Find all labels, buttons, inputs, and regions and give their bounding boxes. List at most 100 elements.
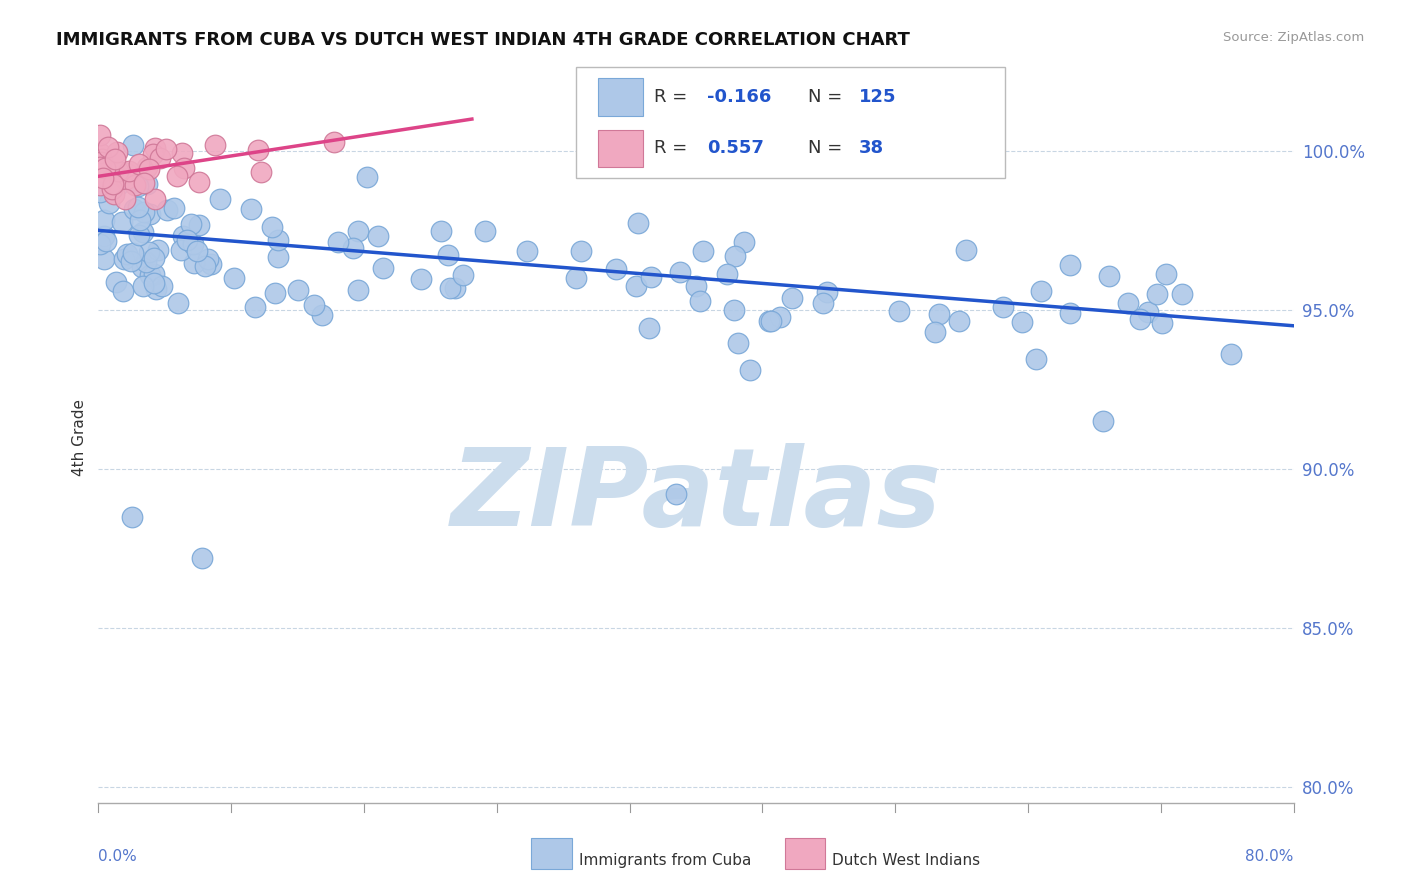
Point bbox=[122, 202, 145, 217]
Point bbox=[342, 242, 364, 256]
Point bbox=[93, 228, 115, 243]
Point bbox=[780, 291, 803, 305]
Point bbox=[139, 207, 162, 221]
Point bbox=[669, 264, 692, 278]
Point bbox=[346, 223, 368, 237]
Point bbox=[1059, 258, 1081, 272]
Point bbox=[1219, 347, 1241, 361]
Point bbox=[127, 178, 149, 193]
Text: 125: 125 bbox=[859, 88, 897, 106]
Point bbox=[724, 249, 747, 263]
Point bbox=[145, 282, 167, 296]
Point bbox=[665, 487, 688, 501]
Point bbox=[150, 279, 173, 293]
Point bbox=[115, 171, 138, 186]
Point bbox=[887, 304, 910, 318]
Point bbox=[723, 303, 745, 318]
Point bbox=[132, 225, 155, 239]
Point bbox=[197, 252, 219, 267]
Point bbox=[103, 177, 125, 191]
Point bbox=[129, 212, 152, 227]
Point bbox=[191, 550, 214, 565]
Point bbox=[246, 143, 269, 157]
Point bbox=[162, 202, 184, 216]
Point bbox=[89, 145, 111, 160]
Point bbox=[136, 161, 159, 175]
Point bbox=[155, 142, 177, 156]
Text: Source: ZipAtlas.com: Source: ZipAtlas.com bbox=[1223, 31, 1364, 45]
Point bbox=[738, 363, 761, 377]
Point bbox=[90, 153, 112, 167]
Point bbox=[224, 271, 246, 285]
Point bbox=[107, 163, 129, 178]
Point bbox=[1092, 414, 1115, 428]
Point bbox=[733, 235, 755, 250]
Point bbox=[142, 267, 165, 281]
Point bbox=[260, 219, 283, 234]
Point bbox=[105, 145, 128, 159]
Point bbox=[118, 163, 141, 178]
Point bbox=[948, 314, 970, 328]
Text: 0.0%: 0.0% bbox=[98, 849, 138, 863]
Point bbox=[605, 261, 627, 276]
Point bbox=[183, 256, 205, 270]
Point bbox=[264, 285, 287, 300]
Point bbox=[811, 296, 834, 310]
Point bbox=[166, 169, 188, 183]
Point bbox=[122, 245, 145, 260]
Text: R =: R = bbox=[654, 88, 688, 106]
Point bbox=[685, 279, 707, 293]
Point bbox=[624, 278, 647, 293]
Point bbox=[266, 234, 288, 248]
Point bbox=[430, 224, 453, 238]
Point bbox=[128, 157, 150, 171]
Point bbox=[111, 214, 134, 228]
Text: R =: R = bbox=[654, 139, 688, 157]
Point bbox=[93, 213, 115, 227]
Point bbox=[97, 140, 120, 154]
Point bbox=[1171, 287, 1194, 301]
Point bbox=[134, 204, 156, 219]
Point bbox=[142, 251, 165, 265]
Point bbox=[138, 244, 160, 259]
Point bbox=[117, 166, 139, 180]
Point bbox=[94, 234, 117, 248]
Point bbox=[128, 228, 150, 243]
Text: N =: N = bbox=[808, 139, 842, 157]
Point bbox=[89, 178, 111, 192]
Text: ZIPatlas: ZIPatlas bbox=[450, 442, 942, 549]
Point bbox=[115, 247, 138, 261]
Point bbox=[928, 307, 950, 321]
Point bbox=[758, 314, 780, 328]
Point bbox=[148, 151, 170, 165]
Point bbox=[287, 283, 309, 297]
Point bbox=[143, 141, 166, 155]
Point bbox=[94, 161, 117, 175]
Point bbox=[209, 192, 232, 206]
Point bbox=[640, 270, 662, 285]
Point bbox=[924, 325, 946, 339]
Point bbox=[565, 271, 588, 285]
Point bbox=[1129, 312, 1152, 326]
Point bbox=[146, 243, 169, 257]
Point bbox=[727, 336, 749, 351]
Point bbox=[993, 300, 1015, 314]
Point bbox=[267, 250, 290, 264]
Point bbox=[689, 294, 711, 309]
Point bbox=[204, 138, 226, 153]
Y-axis label: 4th Grade: 4th Grade bbox=[72, 399, 87, 475]
Point bbox=[135, 177, 157, 191]
Point bbox=[107, 178, 129, 192]
Point bbox=[474, 223, 496, 237]
Point bbox=[439, 281, 461, 295]
Point bbox=[768, 310, 790, 325]
Point bbox=[323, 135, 346, 149]
Point bbox=[243, 301, 266, 315]
Text: 38: 38 bbox=[859, 139, 884, 157]
Point bbox=[453, 268, 475, 283]
Point bbox=[124, 178, 146, 193]
Point bbox=[356, 169, 378, 184]
Point bbox=[103, 177, 125, 191]
Point bbox=[1152, 317, 1174, 331]
Point bbox=[328, 235, 350, 250]
